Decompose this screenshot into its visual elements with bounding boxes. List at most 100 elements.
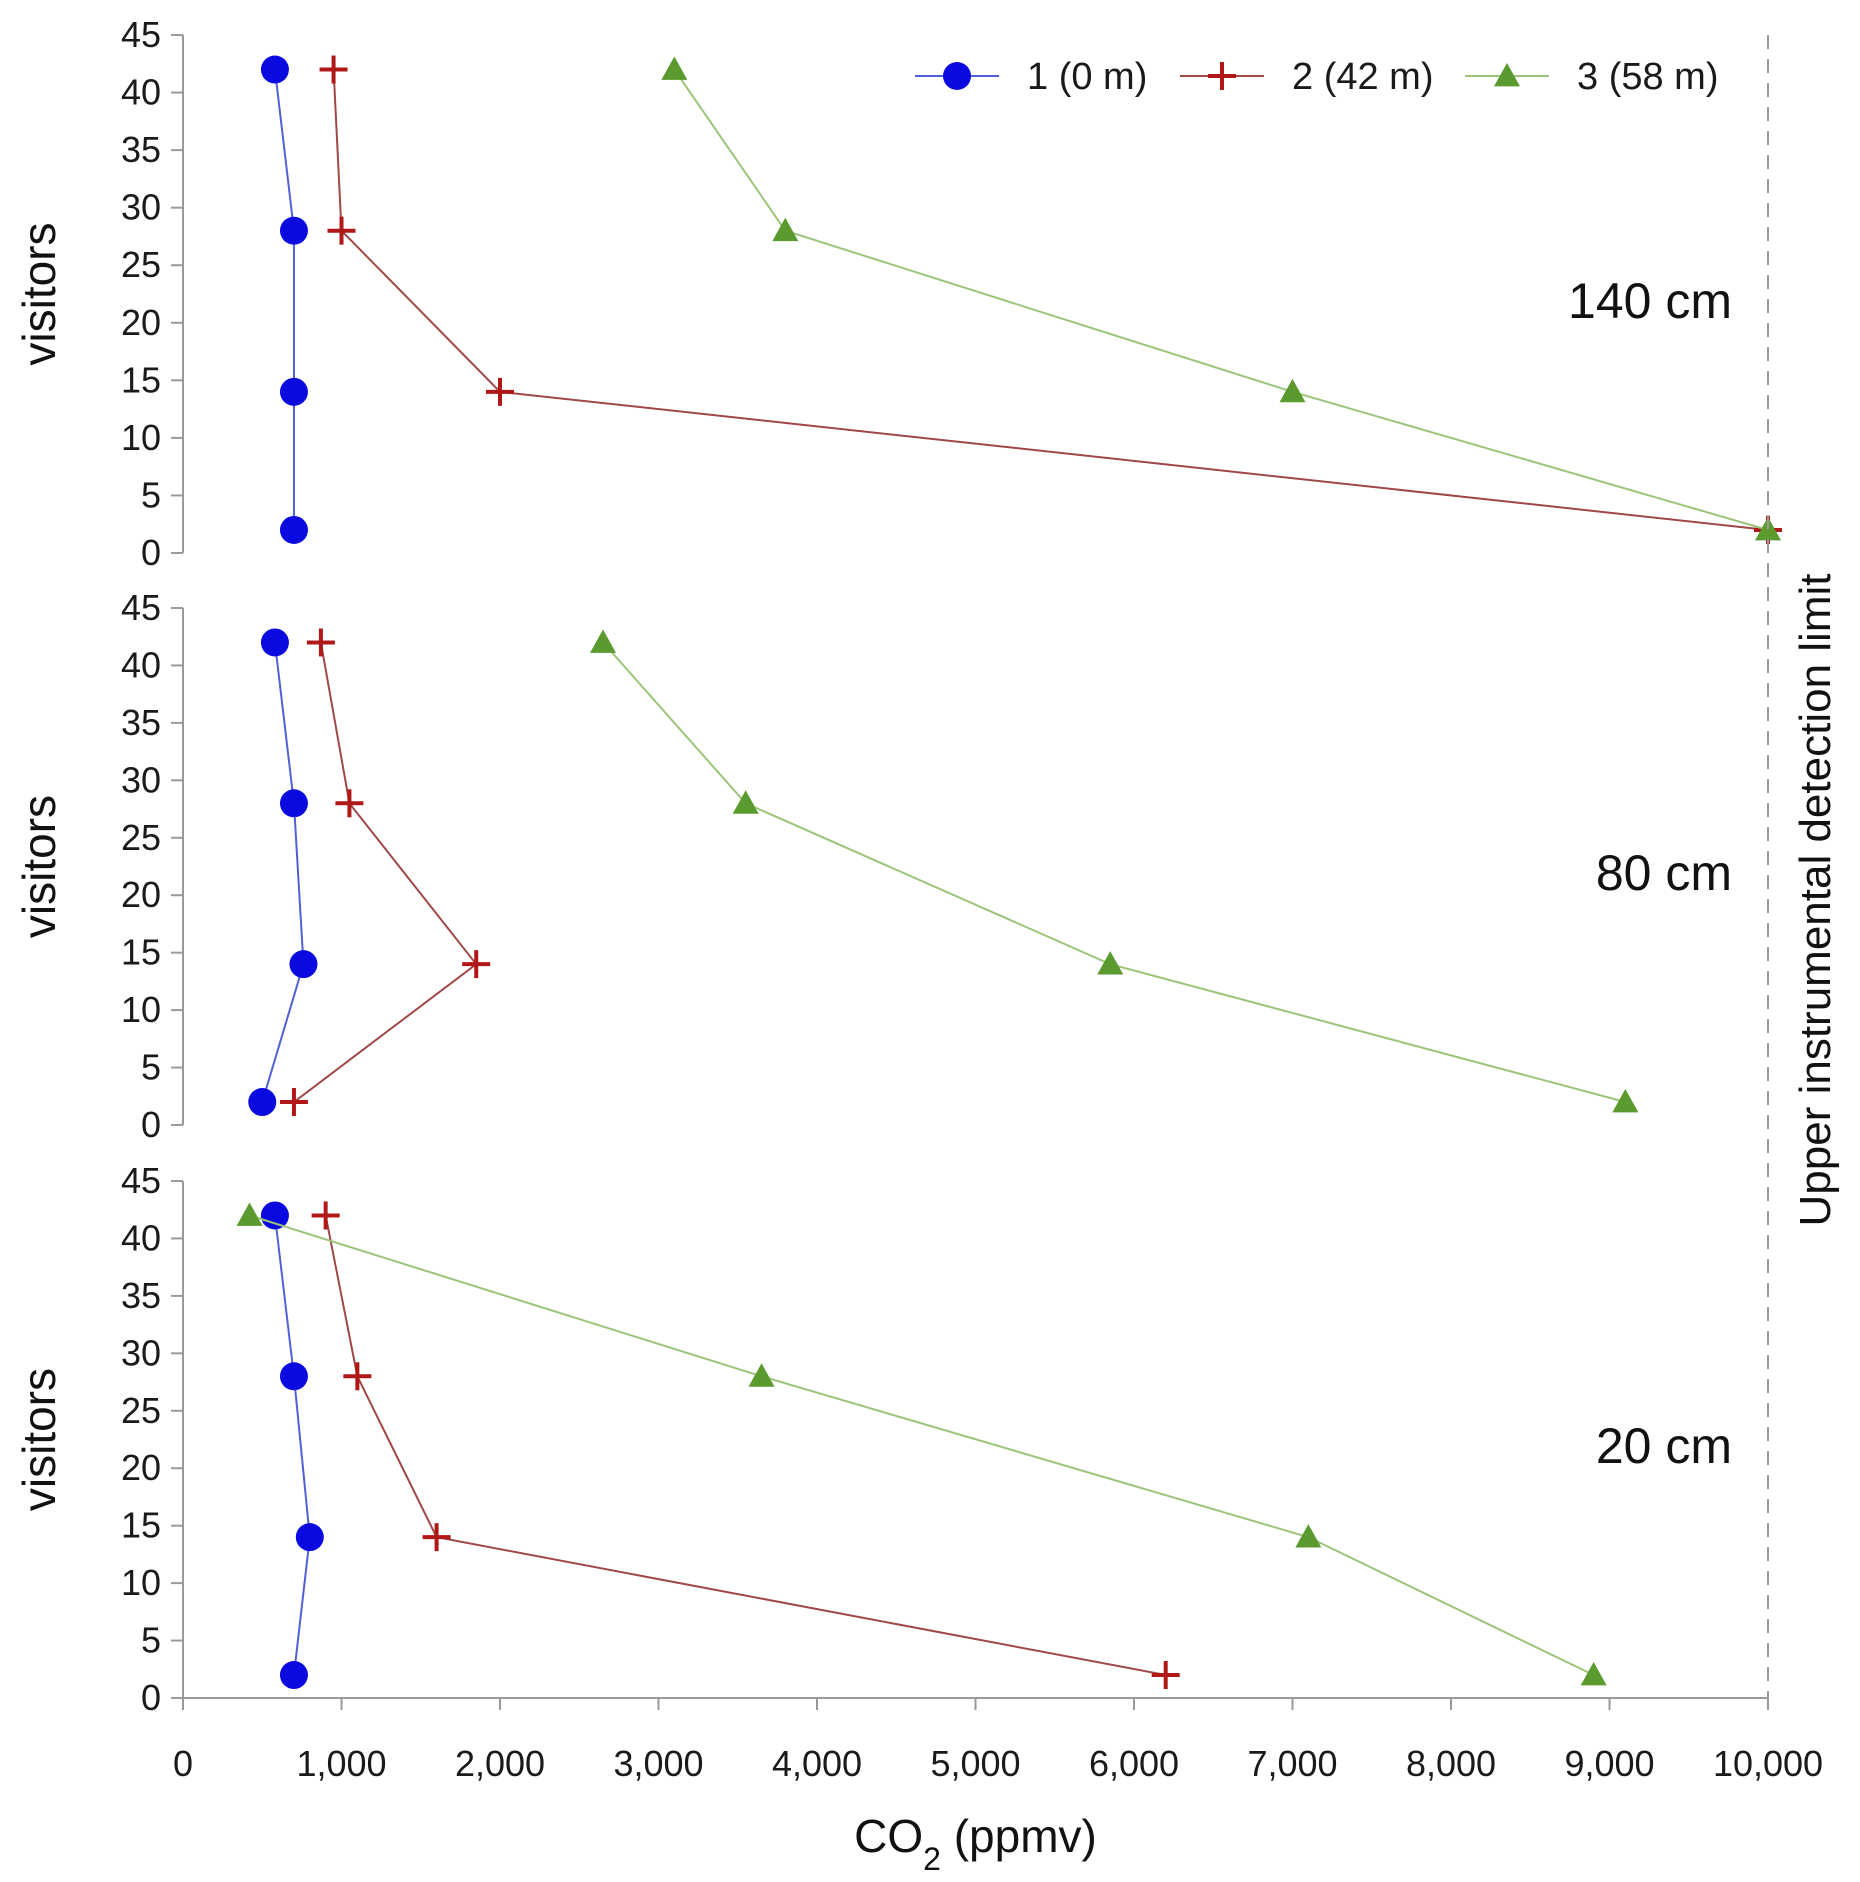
panel-0: 0 5 10 15 20 25 30 35 40 45 visitors 140 cm (13, 14, 1782, 573)
data-point-series-2 (319, 55, 348, 84)
data-point-series-3 (772, 217, 799, 242)
data-point-series-1 (289, 950, 318, 979)
y-tick-label: 20 (121, 1447, 161, 1488)
data-point-series-1 (260, 55, 289, 84)
data-point-series-1 (279, 1362, 308, 1391)
y-tick-label: 25 (121, 817, 161, 858)
y-tick-label: 20 (121, 302, 161, 343)
y-tick-label: 5 (141, 1620, 161, 1661)
data-point-series-1 (279, 1661, 308, 1690)
series-line-2 (324, 1215, 1166, 1677)
y-tick-label: 35 (121, 1275, 161, 1316)
x-tick-label: 9,000 (1564, 1743, 1654, 1784)
data-point-series-2 (1151, 1661, 1180, 1690)
x-tick-label: 3,000 (613, 1743, 703, 1784)
legend-label-2: 2 (42 m) (1292, 56, 1433, 98)
data-point-series-3 (1279, 378, 1306, 403)
y-tick-label: 30 (121, 1332, 161, 1373)
y-tick-label: 10 (121, 1562, 161, 1603)
y-tick-label: 30 (121, 187, 161, 228)
x-axis-title-unit: (ppmv) (941, 1810, 1097, 1862)
y-axis-title: visitors (13, 1368, 65, 1511)
legend-label-1: 1 (0 m) (1027, 56, 1147, 98)
y-tick-label: 25 (121, 1390, 161, 1431)
y-tick-label: 45 (121, 14, 161, 55)
x-tick-label: 4,000 (772, 1743, 862, 1784)
series-line-2 (332, 69, 1769, 531)
x-axis: 0 1,000 2,000 3,000 4,000 5,000 6,000 7,000 8,00… (173, 1697, 1823, 1784)
y-tick-label: 10 (121, 417, 161, 458)
detection-limit-label: Upper instrumental detection limit (1791, 574, 1840, 1227)
y-tick-label: 30 (121, 759, 161, 800)
legend: 1 (0 m) 2 (42 m) 3 (58 m) (915, 56, 1718, 98)
data-point-series-1 (260, 1201, 289, 1230)
data-point-series-3 (590, 629, 617, 653)
y-tick-label: 20 (121, 874, 161, 915)
data-point-series-2 (306, 628, 335, 657)
panel-label: 80 cm (1596, 845, 1732, 901)
x-tick-label: 2,000 (455, 1743, 545, 1784)
x-tick-label: 10,000 (1713, 1743, 1823, 1784)
y-tick-label: 40 (121, 72, 161, 113)
data-point-series-1 (279, 216, 308, 245)
legend-marker-1 (943, 62, 971, 90)
data-point-series-3 (732, 790, 759, 814)
data-point-series-3 (1295, 1524, 1322, 1548)
data-point-series-3 (1580, 1662, 1607, 1686)
y-tick-label: 5 (141, 474, 161, 515)
y-tick-label: 45 (121, 587, 161, 628)
y-tick-label: 15 (121, 932, 161, 973)
y-tick-label: 15 (121, 359, 161, 400)
data-point-series-2 (486, 377, 514, 406)
data-point-series-2 (462, 950, 491, 979)
series-line-1 (261, 642, 305, 1103)
data-point-series-2 (343, 1362, 372, 1391)
data-point-series-1 (295, 1523, 324, 1552)
series-line-3 (673, 68, 1769, 531)
y-tick-label: 35 (121, 129, 161, 170)
y-tick-label: 40 (121, 644, 161, 685)
series-line-3 (249, 1214, 1595, 1676)
data-point-series-1 (279, 515, 308, 544)
data-point-series-2 (422, 1523, 451, 1552)
x-tick-label: 6,000 (1089, 1743, 1179, 1784)
series-line-1 (273, 69, 295, 530)
x-tick-label: 0 (173, 1743, 193, 1784)
data-point-series-2 (327, 216, 356, 245)
y-tick-label: 0 (141, 1104, 161, 1145)
data-point-series-2 (279, 1088, 308, 1117)
series-line-2 (293, 642, 478, 1103)
y-tick-label: 0 (141, 532, 161, 573)
data-point-series-3 (1097, 951, 1124, 975)
data-point-series-3 (661, 56, 688, 80)
legend-marker-2 (1208, 62, 1236, 90)
data-point-series-3 (1612, 1089, 1639, 1113)
x-tick-label: 8,000 (1406, 1743, 1496, 1784)
y-tick-label: 5 (141, 1047, 161, 1088)
panel-label: 140 cm (1568, 273, 1732, 329)
x-axis-title-subscript: 2 (923, 1841, 941, 1877)
series-line-3 (602, 641, 1626, 1103)
y-tick-label: 35 (121, 702, 161, 743)
data-point-series-2 (335, 789, 364, 818)
panel-label: 20 cm (1596, 1418, 1732, 1474)
y-tick-label: 15 (121, 1505, 161, 1546)
series-line-1 (273, 1215, 311, 1676)
legend-label-3: 3 (58 m) (1577, 56, 1718, 98)
data-point-series-1 (248, 1088, 277, 1117)
x-axis-title: CO2 (ppmv) (854, 1810, 1097, 1877)
y-tick-label: 40 (121, 1217, 161, 1258)
data-point-series-2 (311, 1201, 340, 1230)
legend-marker-3 (1494, 63, 1520, 87)
data-point-series-1 (279, 377, 308, 406)
panels: 0 5 10 15 20 25 30 35 40 45 visitors 140 cm 0 5 10 15 20… (13, 14, 1782, 1718)
data-point-series-3 (236, 1202, 263, 1226)
data-point-series-3 (748, 1363, 775, 1387)
data-point-series-1 (279, 789, 308, 818)
y-tick-label: 25 (121, 244, 161, 285)
y-tick-label: 45 (121, 1160, 161, 1201)
x-tick-label: 1,000 (296, 1743, 386, 1784)
y-tick-label: 0 (141, 1677, 161, 1718)
panel-1: 0 5 10 15 20 25 30 35 40 45 visitors 80 cm (13, 587, 1732, 1145)
